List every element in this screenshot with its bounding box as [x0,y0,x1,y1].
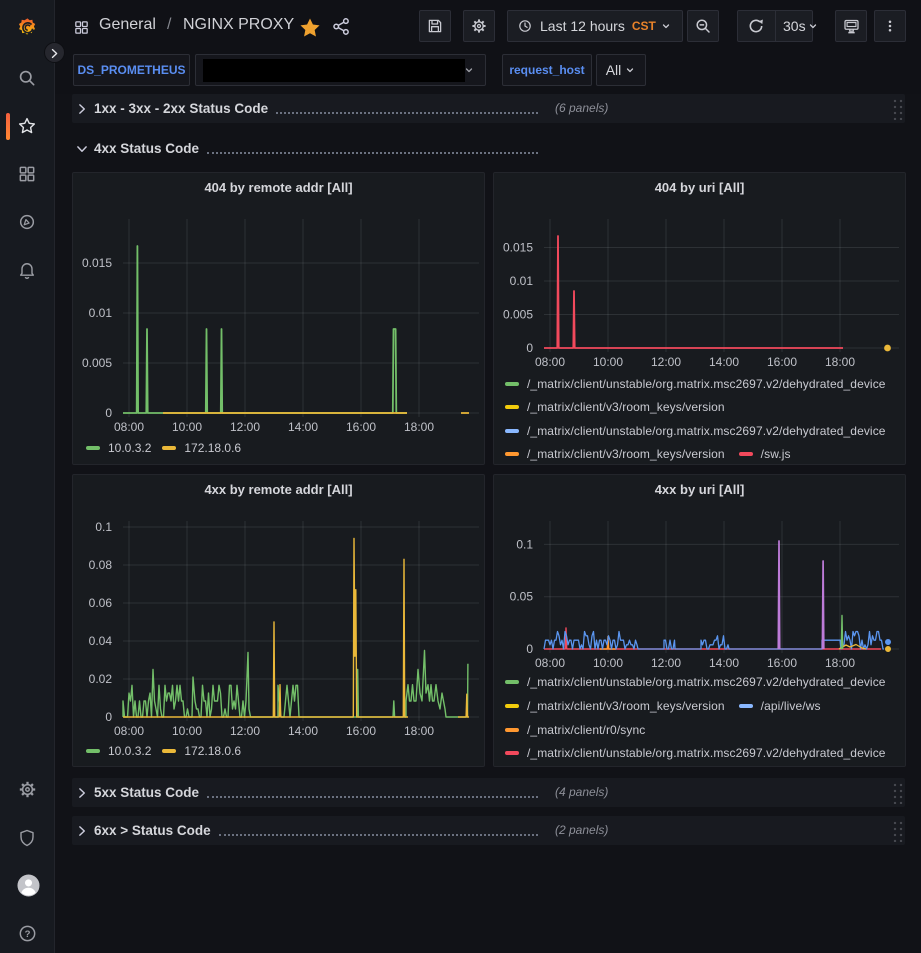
svg-text:14:00: 14:00 [288,420,318,434]
svg-text:?: ? [25,929,31,940]
svg-text:12:00: 12:00 [230,724,260,738]
svg-text:14:00: 14:00 [709,355,739,369]
svg-text:18:00: 18:00 [825,355,855,369]
svg-text:0.005: 0.005 [82,356,112,370]
svg-text:08:00: 08:00 [535,656,565,670]
svg-text:16:00: 16:00 [346,420,376,434]
svg-text:0.01: 0.01 [89,306,113,320]
svg-text:12:00: 12:00 [230,420,260,434]
svg-text:0.04: 0.04 [89,634,113,648]
svg-text:0.01: 0.01 [510,274,534,288]
svg-text:0: 0 [105,406,112,420]
svg-text:10:00: 10:00 [593,355,623,369]
svg-text:08:00: 08:00 [114,724,144,738]
svg-text:16:00: 16:00 [767,355,797,369]
svg-text:0: 0 [105,710,112,724]
svg-text:12:00: 12:00 [651,355,681,369]
svg-text:16:00: 16:00 [346,724,376,738]
svg-text:14:00: 14:00 [288,724,318,738]
svg-text:16:00: 16:00 [767,656,797,670]
svg-text:0.02: 0.02 [89,672,113,686]
svg-text:08:00: 08:00 [535,355,565,369]
svg-text:0.05: 0.05 [510,590,534,604]
svg-text:0.015: 0.015 [82,256,112,270]
svg-text:10:00: 10:00 [172,420,202,434]
svg-text:0: 0 [526,341,533,355]
svg-text:14:00: 14:00 [709,656,739,670]
svg-text:12:00: 12:00 [651,656,681,670]
svg-text:0.015: 0.015 [503,241,533,255]
svg-text:10:00: 10:00 [593,656,623,670]
svg-text:0.08: 0.08 [89,558,113,572]
svg-text:10:00: 10:00 [172,724,202,738]
svg-text:18:00: 18:00 [404,420,434,434]
svg-text:0.1: 0.1 [95,520,112,534]
svg-text:18:00: 18:00 [404,724,434,738]
svg-text:0.06: 0.06 [89,596,113,610]
svg-text:0: 0 [526,642,533,656]
svg-text:18:00: 18:00 [825,656,855,670]
svg-text:0.005: 0.005 [503,308,533,322]
svg-text:0.1: 0.1 [516,537,533,551]
svg-text:08:00: 08:00 [114,420,144,434]
